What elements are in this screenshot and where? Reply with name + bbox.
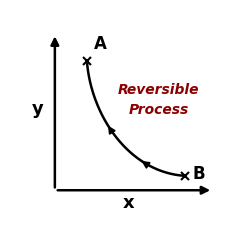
Text: y: y bbox=[32, 100, 44, 118]
Text: B: B bbox=[192, 165, 205, 183]
Text: Reversible
Process: Reversible Process bbox=[118, 83, 199, 117]
Text: A: A bbox=[94, 35, 107, 53]
Text: x: x bbox=[122, 194, 134, 212]
